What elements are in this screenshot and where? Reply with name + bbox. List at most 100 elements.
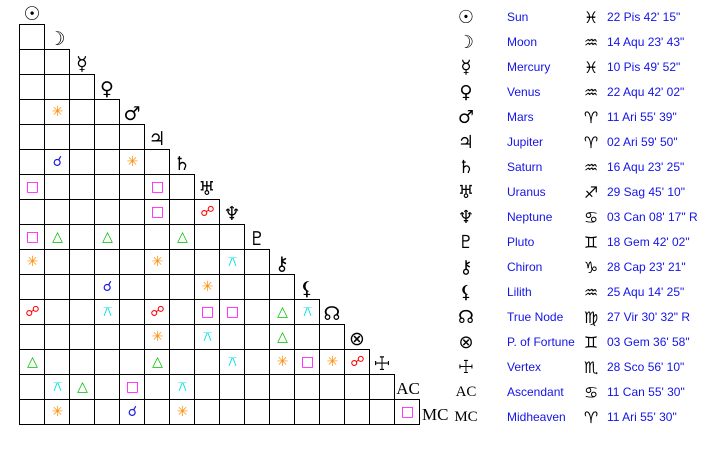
grid-cell[interactable] <box>270 400 295 425</box>
grid-cell[interactable] <box>145 200 170 225</box>
grid-cell[interactable] <box>95 150 120 175</box>
grid-cell[interactable] <box>45 225 70 250</box>
grid-cell[interactable] <box>95 325 120 350</box>
grid-cell[interactable] <box>295 299 320 325</box>
grid-cell[interactable] <box>295 375 320 400</box>
grid-cell[interactable] <box>220 350 245 375</box>
grid-cell[interactable] <box>145 225 170 250</box>
grid-cell[interactable] <box>120 300 145 325</box>
grid-cell[interactable] <box>19 350 45 375</box>
grid-cell[interactable] <box>19 75 45 100</box>
grid-cell[interactable] <box>345 375 370 400</box>
grid-cell[interactable] <box>320 375 345 400</box>
grid-cell[interactable] <box>195 325 220 350</box>
grid-cell[interactable] <box>70 200 95 225</box>
grid-cell[interactable] <box>245 375 270 400</box>
grid-cell[interactable] <box>45 375 70 400</box>
grid-cell[interactable] <box>45 175 70 200</box>
grid-cell[interactable] <box>45 100 70 125</box>
grid-cell[interactable] <box>170 300 195 325</box>
grid-cell[interactable] <box>270 300 295 325</box>
grid-cell[interactable] <box>95 125 120 150</box>
grid-cell[interactable] <box>120 200 145 225</box>
grid-cell[interactable] <box>220 400 245 425</box>
grid-cell[interactable] <box>145 149 170 175</box>
grid-cell[interactable] <box>220 300 245 325</box>
grid-cell[interactable] <box>95 400 120 425</box>
grid-cell[interactable] <box>70 275 95 300</box>
grid-cell[interactable] <box>95 175 120 200</box>
grid-cell[interactable] <box>145 350 170 375</box>
grid-cell[interactable] <box>245 249 270 275</box>
grid-cell[interactable] <box>19 300 45 325</box>
grid-cell[interactable] <box>195 300 220 325</box>
grid-cell[interactable] <box>170 200 195 225</box>
grid-cell[interactable] <box>45 49 70 75</box>
grid-cell[interactable] <box>45 125 70 150</box>
grid-cell[interactable] <box>120 275 145 300</box>
grid-cell[interactable] <box>95 350 120 375</box>
grid-cell[interactable] <box>195 375 220 400</box>
grid-cell[interactable] <box>245 300 270 325</box>
grid-cell[interactable] <box>19 150 45 175</box>
grid-cell[interactable] <box>45 250 70 275</box>
grid-cell[interactable] <box>19 375 45 400</box>
grid-cell[interactable] <box>120 150 145 175</box>
grid-cell[interactable] <box>370 400 395 425</box>
grid-cell[interactable] <box>120 124 145 150</box>
grid-cell[interactable] <box>170 225 195 250</box>
grid-cell[interactable] <box>120 325 145 350</box>
grid-cell[interactable] <box>120 250 145 275</box>
grid-cell[interactable] <box>320 350 345 375</box>
grid-cell[interactable] <box>170 400 195 425</box>
grid-cell[interactable] <box>270 274 295 300</box>
grid-cell[interactable] <box>95 225 120 250</box>
grid-cell[interactable] <box>320 324 345 350</box>
grid-cell[interactable] <box>195 250 220 275</box>
grid-cell[interactable] <box>145 300 170 325</box>
grid-cell[interactable] <box>220 250 245 275</box>
grid-cell[interactable] <box>245 325 270 350</box>
grid-cell[interactable] <box>145 400 170 425</box>
grid-cell[interactable] <box>19 125 45 150</box>
grid-cell[interactable] <box>70 300 95 325</box>
grid-cell[interactable] <box>170 275 195 300</box>
grid-cell[interactable] <box>195 275 220 300</box>
grid-cell[interactable] <box>345 400 370 425</box>
grid-cell[interactable] <box>70 400 95 425</box>
grid-cell[interactable] <box>145 325 170 350</box>
grid-cell[interactable] <box>70 150 95 175</box>
grid-cell[interactable] <box>19 50 45 75</box>
grid-cell[interactable] <box>170 174 195 200</box>
grid-cell[interactable] <box>19 175 45 200</box>
grid-cell[interactable] <box>220 375 245 400</box>
grid-cell[interactable] <box>270 350 295 375</box>
grid-cell[interactable] <box>345 349 370 375</box>
grid-cell[interactable] <box>170 350 195 375</box>
grid-cell[interactable] <box>145 175 170 200</box>
grid-cell[interactable] <box>70 100 95 125</box>
grid-cell[interactable] <box>70 375 95 400</box>
grid-cell[interactable] <box>70 225 95 250</box>
grid-cell[interactable] <box>145 275 170 300</box>
grid-cell[interactable] <box>45 200 70 225</box>
grid-cell[interactable] <box>95 250 120 275</box>
grid-cell[interactable] <box>120 375 145 400</box>
grid-cell[interactable] <box>195 400 220 425</box>
grid-cell[interactable] <box>195 350 220 375</box>
grid-cell[interactable] <box>245 275 270 300</box>
grid-cell[interactable] <box>220 224 245 250</box>
grid-cell[interactable] <box>245 400 270 425</box>
grid-cell[interactable] <box>95 300 120 325</box>
grid-cell[interactable] <box>270 325 295 350</box>
grid-cell[interactable] <box>95 375 120 400</box>
grid-cell[interactable] <box>320 400 345 425</box>
grid-cell[interactable] <box>120 350 145 375</box>
grid-cell[interactable] <box>295 400 320 425</box>
grid-cell[interactable] <box>45 275 70 300</box>
grid-cell[interactable] <box>95 99 120 125</box>
grid-cell[interactable] <box>19 400 45 425</box>
grid-cell[interactable] <box>70 175 95 200</box>
grid-cell[interactable] <box>95 275 120 300</box>
grid-cell[interactable] <box>145 375 170 400</box>
